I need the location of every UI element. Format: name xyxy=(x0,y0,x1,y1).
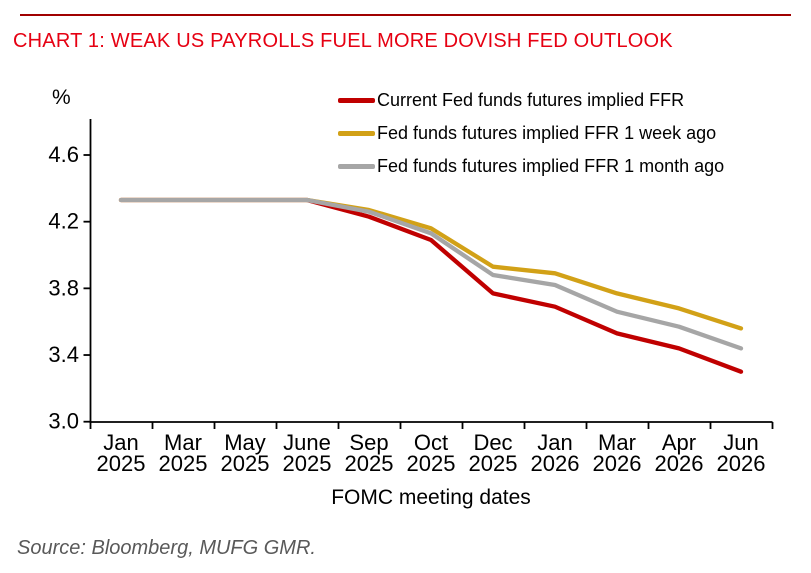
x-tick-label-year: 2025 xyxy=(97,451,146,476)
x-tick-label-month: Mar xyxy=(164,430,202,455)
legend: Current Fed funds futures implied FFR Fe… xyxy=(338,84,724,183)
x-tick-label-year: 2025 xyxy=(283,451,332,476)
y-tick-label: 3.4 xyxy=(48,342,79,367)
source-note: Source: Bloomberg, MUFG GMR. xyxy=(17,537,316,559)
x-tick-label-month: Oct xyxy=(414,430,448,455)
x-tick-label-month: Sep xyxy=(349,430,388,455)
x-tick-label-year: 2025 xyxy=(469,451,518,476)
x-tick-label-month: Mar xyxy=(598,430,636,455)
legend-label-1-month-ago: Fed funds futures implied FFR 1 month ag… xyxy=(377,156,725,176)
x-tick-label-month: June xyxy=(283,430,331,455)
x-axis-title: FOMC meeting dates xyxy=(331,486,531,509)
x-tick-label-year: 2026 xyxy=(531,451,580,476)
y-tick-label: 4.2 xyxy=(48,209,79,234)
x-tick-label-month: Apr xyxy=(662,430,696,455)
legend-swatch-1-week-ago xyxy=(338,131,375,136)
y-tick-label: 3.0 xyxy=(48,409,79,434)
x-tick-label-year: 2025 xyxy=(159,451,208,476)
series-line-1 xyxy=(118,197,744,331)
series-line-2 xyxy=(118,197,744,351)
y-tick-label: 4.6 xyxy=(48,142,79,167)
x-tick-label-year: 2025 xyxy=(221,451,270,476)
series-line-0 xyxy=(118,197,744,374)
legend-swatch-1-month-ago xyxy=(338,164,375,169)
legend-label-current: Current Fed funds futures implied FFR xyxy=(377,90,685,110)
legend-item-1-month-ago: Fed funds futures implied FFR 1 month ag… xyxy=(338,150,724,183)
y-axis-unit-label: % xyxy=(52,86,71,109)
legend-swatch-current xyxy=(338,98,375,103)
x-tick-label-year: 2025 xyxy=(345,451,394,476)
legend-item-current: Current Fed funds futures implied FFR xyxy=(338,84,724,117)
legend-label-1-week-ago: Fed funds futures implied FFR 1 week ago xyxy=(377,123,717,143)
top-rule xyxy=(20,14,791,16)
chart-title: CHART 1: WEAK US PAYROLLS FUEL MORE DOVI… xyxy=(13,30,673,52)
x-tick-label-year: 2025 xyxy=(407,451,456,476)
x-tick-label-month: Jan xyxy=(103,430,138,455)
y-tick-label: 3.8 xyxy=(48,275,79,300)
x-tick-label-year: 2026 xyxy=(655,451,704,476)
x-tick-label-year: 2026 xyxy=(717,451,766,476)
x-tick-label-month: Jun xyxy=(723,430,758,455)
x-tick-label-month: Jan xyxy=(537,430,572,455)
x-tick-label-year: 2026 xyxy=(593,451,642,476)
x-tick-label-month: May xyxy=(224,430,266,455)
x-tick-label-month: Dec xyxy=(473,430,512,455)
legend-item-1-week-ago: Fed funds futures implied FFR 1 week ago xyxy=(338,117,724,150)
